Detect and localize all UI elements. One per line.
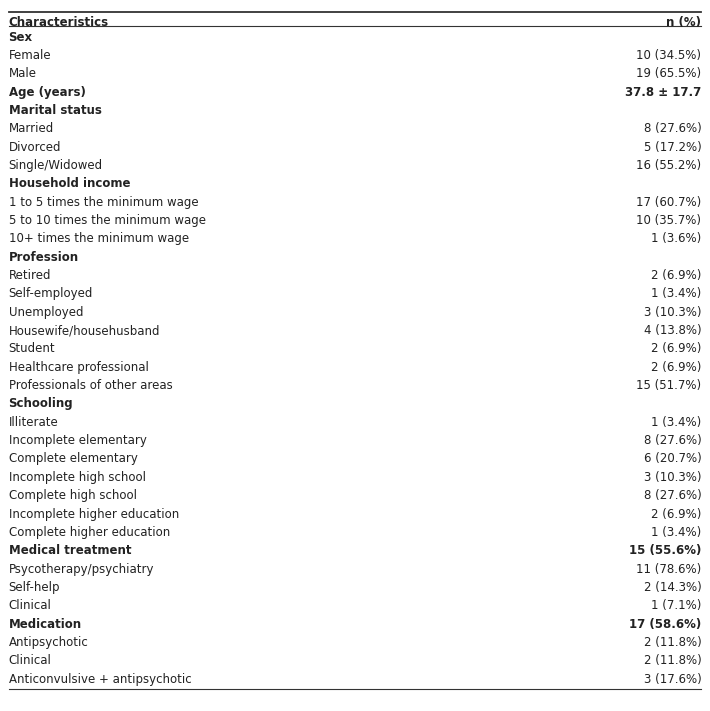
Text: 2 (14.3%): 2 (14.3%) xyxy=(644,581,701,594)
Text: Self-employed: Self-employed xyxy=(9,287,93,300)
Text: 17 (60.7%): 17 (60.7%) xyxy=(636,196,701,208)
Text: Medication: Medication xyxy=(9,618,82,631)
Text: 6 (20.7%): 6 (20.7%) xyxy=(644,452,701,466)
Text: Female: Female xyxy=(9,49,51,62)
Text: Self-help: Self-help xyxy=(9,581,60,594)
Text: 3 (10.3%): 3 (10.3%) xyxy=(644,306,701,319)
Text: 2 (11.8%): 2 (11.8%) xyxy=(644,636,701,649)
Text: Characteristics: Characteristics xyxy=(9,16,109,28)
Text: 11 (78.6%): 11 (78.6%) xyxy=(636,562,701,575)
Text: Schooling: Schooling xyxy=(9,397,73,410)
Text: 1 (3.4%): 1 (3.4%) xyxy=(651,287,701,300)
Text: 2 (6.9%): 2 (6.9%) xyxy=(651,360,701,374)
Text: Unemployed: Unemployed xyxy=(9,306,83,319)
Text: 8 (27.6%): 8 (27.6%) xyxy=(644,489,701,502)
Text: Sex: Sex xyxy=(9,31,33,43)
Text: 5 (17.2%): 5 (17.2%) xyxy=(644,141,701,154)
Text: 3 (17.6%): 3 (17.6%) xyxy=(644,673,701,685)
Text: 1 (3.6%): 1 (3.6%) xyxy=(651,232,701,245)
Text: 19 (65.5%): 19 (65.5%) xyxy=(636,68,701,80)
Text: Age (years): Age (years) xyxy=(9,85,85,99)
Text: 1 (3.4%): 1 (3.4%) xyxy=(651,416,701,429)
Text: Retired: Retired xyxy=(9,269,51,282)
Text: 10 (35.7%): 10 (35.7%) xyxy=(636,214,701,227)
Text: 2 (6.9%): 2 (6.9%) xyxy=(651,508,701,520)
Text: Professionals of other areas: Professionals of other areas xyxy=(9,379,173,392)
Text: Complete higher education: Complete higher education xyxy=(9,526,170,539)
Text: Single/Widowed: Single/Widowed xyxy=(9,159,103,172)
Text: 15 (51.7%): 15 (51.7%) xyxy=(636,379,701,392)
Text: Healthcare professional: Healthcare professional xyxy=(9,360,148,374)
Text: 8 (27.6%): 8 (27.6%) xyxy=(644,434,701,447)
Text: Household income: Household income xyxy=(9,177,130,191)
Text: Anticonvulsive + antipsychotic: Anticonvulsive + antipsychotic xyxy=(9,673,191,685)
Text: Incomplete high school: Incomplete high school xyxy=(9,471,146,483)
Text: Psycotherapy/psychiatry: Psycotherapy/psychiatry xyxy=(9,562,154,575)
Text: Divorced: Divorced xyxy=(9,141,61,154)
Text: Incomplete elementary: Incomplete elementary xyxy=(9,434,146,447)
Text: 1 (3.4%): 1 (3.4%) xyxy=(651,526,701,539)
Text: 2 (6.9%): 2 (6.9%) xyxy=(651,269,701,282)
Text: 8 (27.6%): 8 (27.6%) xyxy=(644,122,701,135)
Text: Housewife/househusband: Housewife/househusband xyxy=(9,324,160,337)
Text: Student: Student xyxy=(9,343,55,356)
Text: Profession: Profession xyxy=(9,251,79,264)
Text: Clinical: Clinical xyxy=(9,654,51,667)
Text: Male: Male xyxy=(9,68,36,80)
Text: Antipsychotic: Antipsychotic xyxy=(9,636,88,649)
Text: 1 (7.1%): 1 (7.1%) xyxy=(651,599,701,612)
Text: 2 (11.8%): 2 (11.8%) xyxy=(644,654,701,667)
Text: 5 to 10 times the minimum wage: 5 to 10 times the minimum wage xyxy=(9,214,205,227)
Text: Clinical: Clinical xyxy=(9,599,51,612)
Text: Medical treatment: Medical treatment xyxy=(9,544,131,557)
Text: 10+ times the minimum wage: 10+ times the minimum wage xyxy=(9,232,189,245)
Text: 15 (55.6%): 15 (55.6%) xyxy=(629,544,701,557)
Text: 10 (34.5%): 10 (34.5%) xyxy=(636,49,701,62)
Text: 37.8 ± 17.7: 37.8 ± 17.7 xyxy=(626,85,701,99)
Text: n (%): n (%) xyxy=(667,16,701,28)
Text: Incomplete higher education: Incomplete higher education xyxy=(9,508,179,520)
Text: Illiterate: Illiterate xyxy=(9,416,58,429)
Text: 4 (13.8%): 4 (13.8%) xyxy=(644,324,701,337)
Text: Complete high school: Complete high school xyxy=(9,489,136,502)
Text: 17 (58.6%): 17 (58.6%) xyxy=(629,618,701,631)
Text: Marital status: Marital status xyxy=(9,104,102,117)
Text: 2 (6.9%): 2 (6.9%) xyxy=(651,343,701,356)
Text: Complete elementary: Complete elementary xyxy=(9,452,138,466)
Text: 3 (10.3%): 3 (10.3%) xyxy=(644,471,701,483)
Text: 1 to 5 times the minimum wage: 1 to 5 times the minimum wage xyxy=(9,196,198,208)
Text: 16 (55.2%): 16 (55.2%) xyxy=(636,159,701,172)
Text: Married: Married xyxy=(9,122,54,135)
